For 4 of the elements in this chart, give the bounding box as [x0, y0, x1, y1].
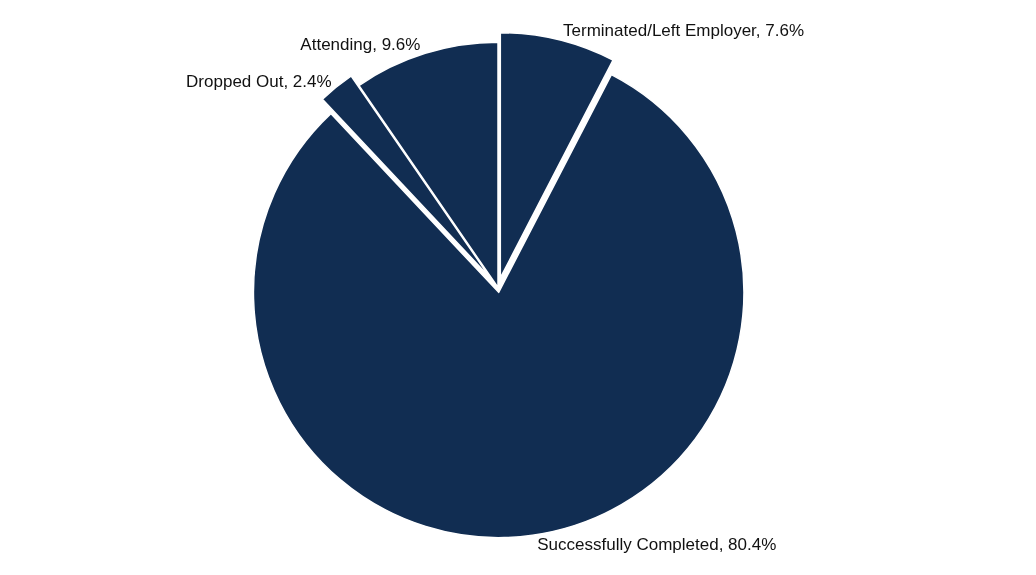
slice-label: Dropped Out, 2.4%: [186, 71, 332, 91]
slice-label: Successfully Completed, 80.4%: [537, 535, 777, 555]
slice-label: Attending, 9.6%: [300, 35, 421, 55]
slice-label: Terminated/Left Employer, 7.6%: [563, 21, 805, 41]
